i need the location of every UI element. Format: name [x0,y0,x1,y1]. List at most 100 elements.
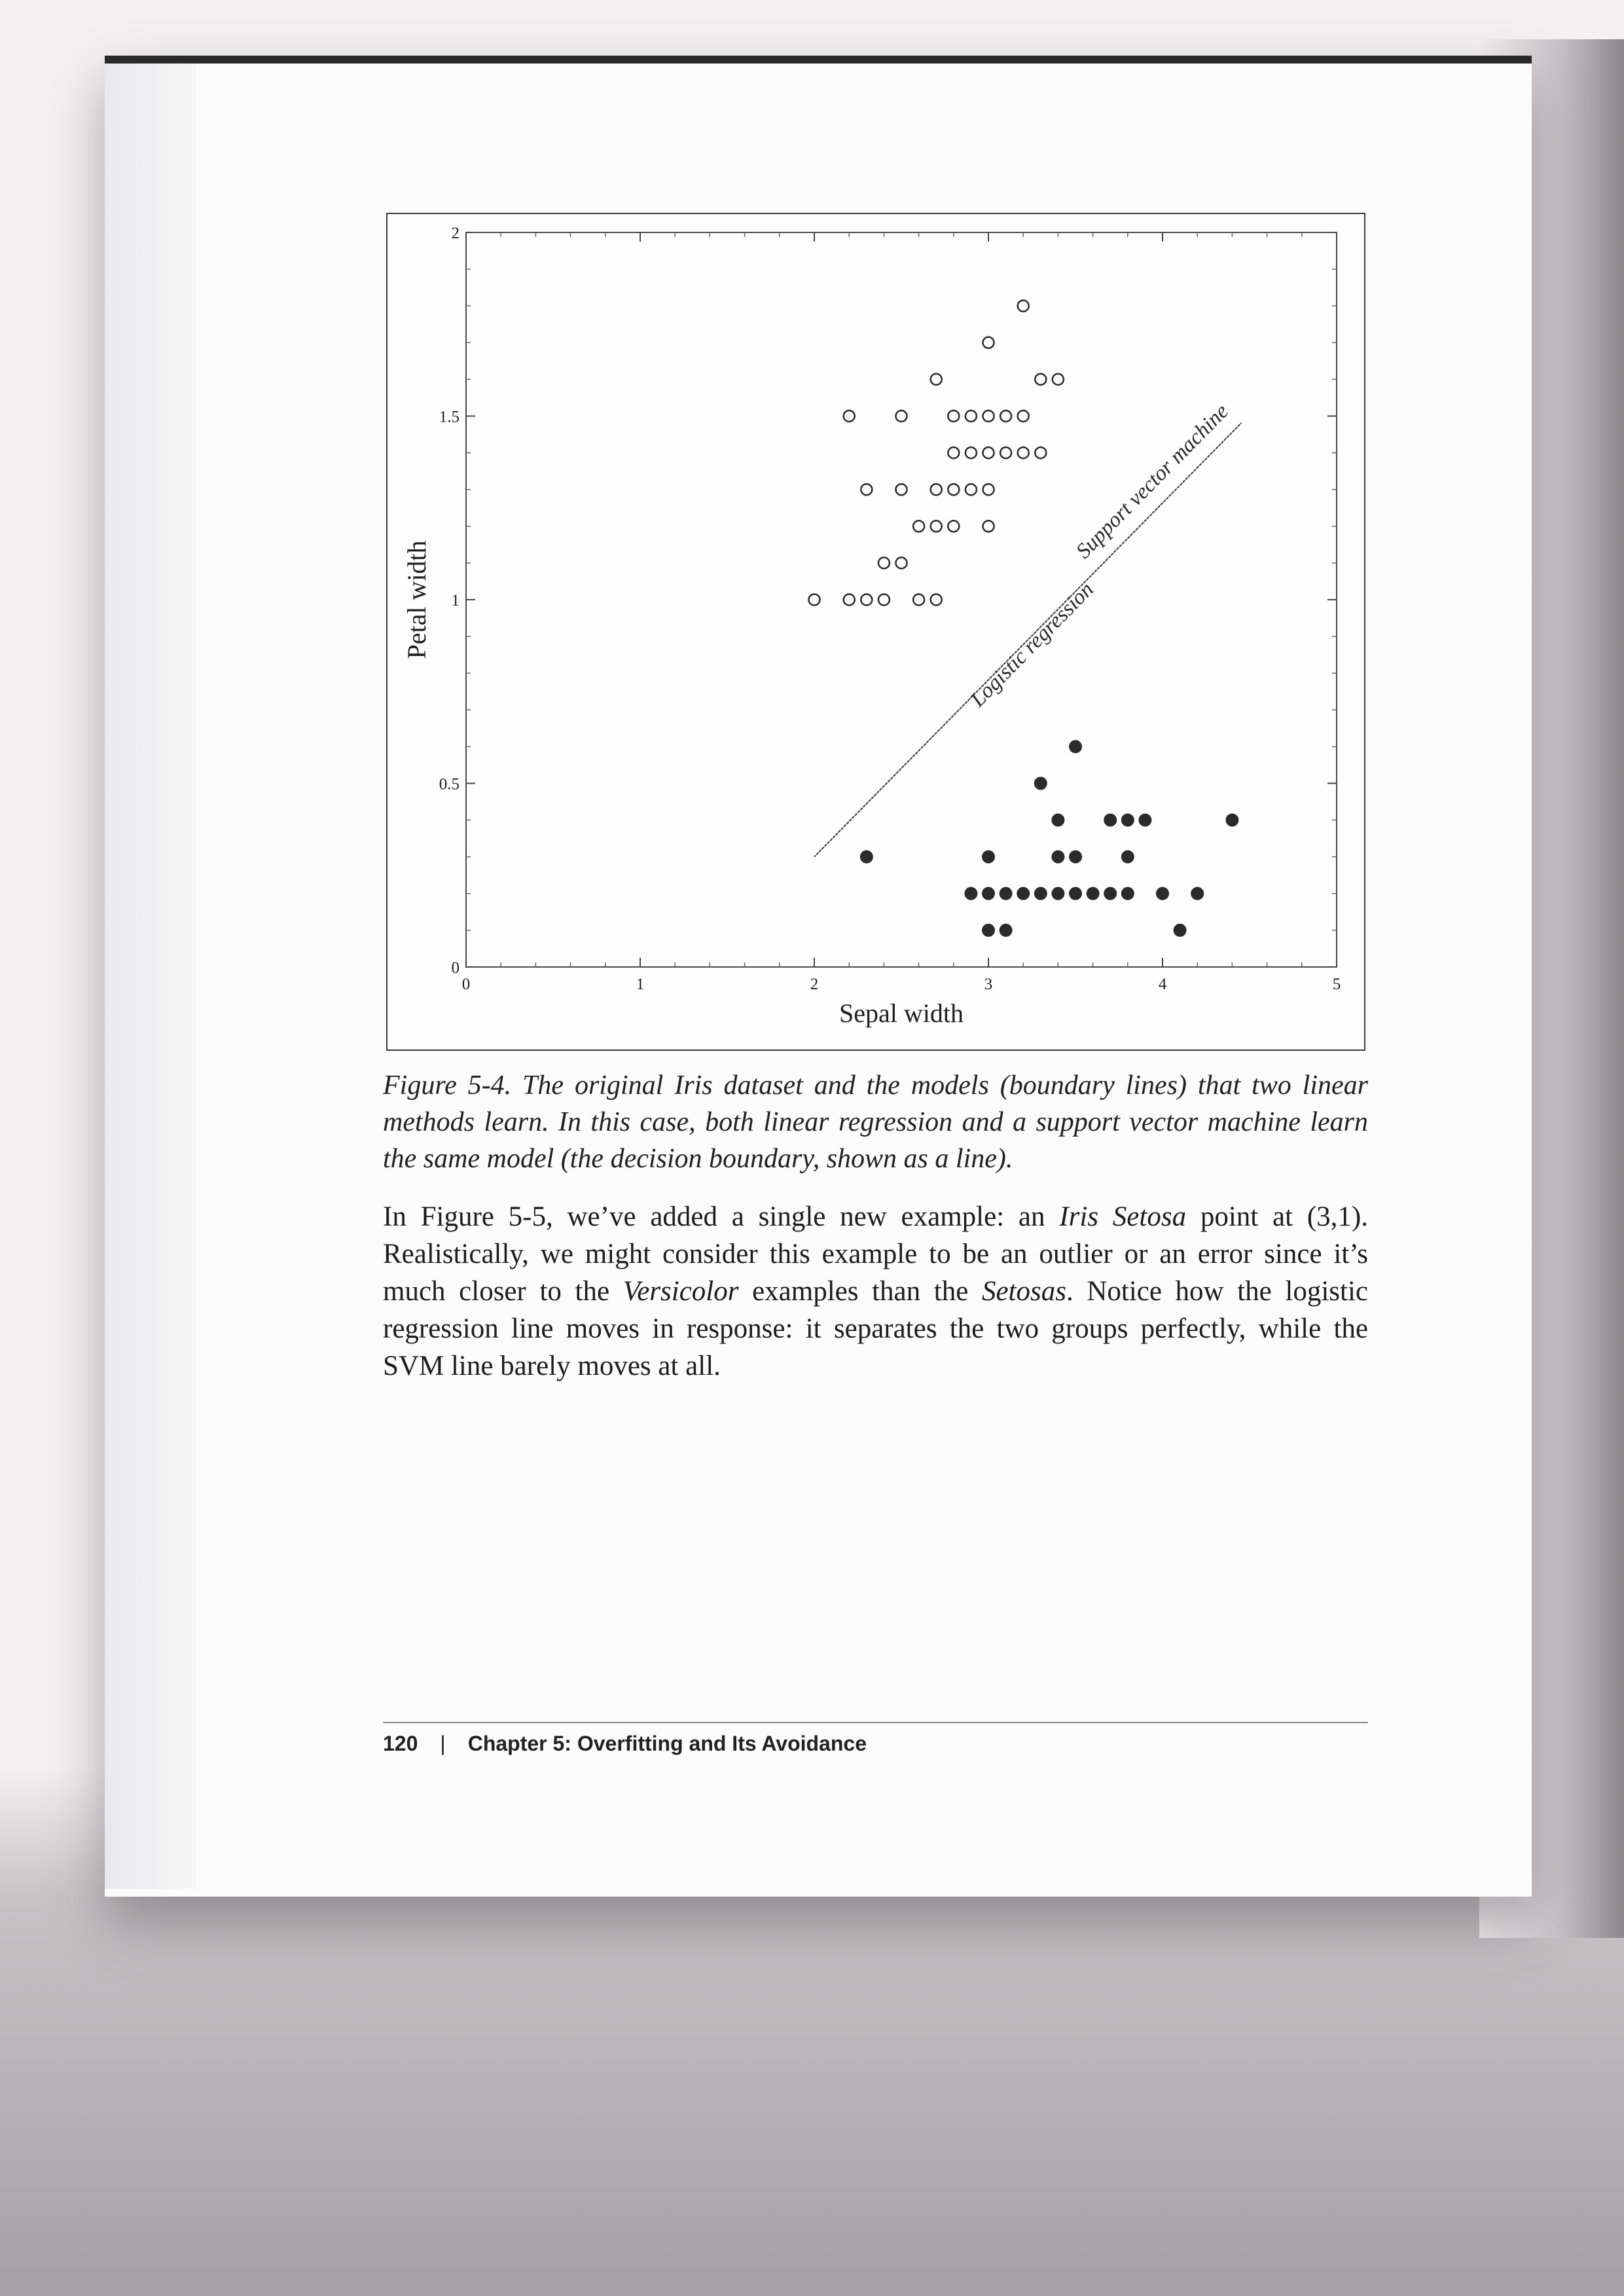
setosa-point [895,409,908,423]
setosa-point [929,373,943,386]
setosa-point [1034,446,1047,460]
scatter-chart: 0 1 2 3 4 5 0 0.5 1 1.5 2 Logistic regression Suppo… [402,225,1341,1028]
versicolor-point [1173,923,1187,937]
para-text: . Notice how the logistic regression lin… [383,1276,1369,1381]
versicolor-point [1017,886,1030,900]
para-text: examples than the [738,1276,982,1307]
versicolor-point [1034,776,1047,790]
versicolor-point [1121,813,1134,827]
species-name: Versicolor [623,1276,739,1307]
boundary-lines: Logistic regression Support vector machin… [814,399,1244,858]
x-axis-label: Sepal width [839,998,964,1028]
setosa-point [982,409,995,423]
versicolor-point [999,923,1013,937]
page-number: 120 [383,1732,418,1755]
setosa-point [964,483,978,496]
setosa-point [860,593,873,606]
chapter-title: Chapter 5: Overfitting and Its Avoidance [467,1732,867,1755]
versicolor-point [1191,886,1204,900]
plot-border [465,232,1337,968]
setosa-point [947,520,960,533]
y-tick-label: 0 [452,959,460,977]
para-text: In Figure 5-5, we’ve added a single new … [383,1201,1060,1232]
setosa-point [1017,299,1030,312]
setosa-point [982,520,995,533]
setosa-point [947,446,960,460]
x-tick-label: 1 [636,975,645,993]
versicolor-point [1156,886,1169,900]
body-paragraph: In Figure 5-5, we’ve added a single new … [383,1198,1368,1385]
versicolor-point [982,886,995,900]
setosa-point [947,483,960,496]
setosa-point [929,593,943,606]
y-tick-label: 2 [452,225,460,242]
versicolor-point [999,886,1013,900]
setosa-point [1017,446,1030,460]
versicolor-point [964,886,978,900]
setosa-point [842,593,856,606]
setosa-point [860,483,873,496]
versicolor-point [1051,850,1065,864]
versicolor-point [982,850,995,864]
x-tick-label: 4 [1159,975,1167,993]
setosa-point [877,593,891,606]
y-tick-label: 1.5 [439,409,460,426]
species-name: Setosas [981,1276,1066,1307]
versicolor-point [1138,813,1152,827]
setosa-point [808,593,821,606]
setosa-point [842,409,856,423]
setosa-point [877,556,891,570]
setosa-point [947,409,960,423]
setosa-point [982,336,995,350]
versicolor-point [1069,740,1082,754]
footer-separator: | [440,1732,446,1755]
setosa-point [999,446,1013,460]
setosa-point [982,483,995,496]
setosa-point [912,520,926,533]
versicolor-point [859,850,873,864]
setosa-point [929,520,943,533]
y-tick-label: 0.5 [439,776,460,793]
versicolor-point [1034,886,1047,900]
species-name: Iris Setosa [1059,1201,1187,1232]
versicolor-point [1051,813,1065,827]
logistic-regression-label: Logistic regression [965,577,1098,712]
setosa-point [1017,409,1030,423]
versicolor-point [1121,850,1134,864]
versicolor-point [982,923,995,937]
data-points [808,299,1239,937]
setosa-point [912,593,926,606]
setosa-point [964,446,978,460]
y-axis-label: Petal width [402,540,431,659]
setosa-point [999,409,1013,423]
svm-label: Support vector machine [1072,399,1233,563]
setosa-point [895,483,908,496]
plot-area [465,232,1337,968]
versicolor-point [1069,850,1082,864]
para-text: point at (3,1). Realistically, we might … [383,1201,1368,1307]
x-tick-label: 2 [810,975,819,993]
x-tick-label: 3 [984,975,993,993]
setosa-point [895,556,908,570]
versicolor-point [1086,886,1100,900]
figure-caption: Figure 5-4. The original Iris dataset an… [383,1070,1368,1174]
y-tick-label: 1 [452,592,460,610]
versicolor-point [1121,886,1134,900]
figure-frame: 0 1 2 3 4 5 0 0.5 1 1.5 2 Logistic regression Suppo… [386,213,1365,1051]
page-footer: 120 | Chapter 5: Overfitting and Its Avoid… [383,1732,867,1756]
setosa-point [1051,373,1065,386]
setosa-point [964,409,978,423]
versicolor-point [1051,886,1065,900]
setosa-point [1034,373,1047,386]
footer-rule [383,1722,1368,1723]
versicolor-point [1225,813,1239,827]
versicolor-point [1104,813,1117,827]
x-tick-label: 5 [1333,975,1341,993]
svm-line [816,421,1244,856]
versicolor-point [1069,886,1082,900]
axis-ticks: 0 1 2 3 4 5 0 0.5 1 1.5 2 [439,225,1341,993]
page-stack-edge [105,64,196,1889]
x-tick-label: 0 [462,975,471,993]
setosa-point [929,483,943,496]
versicolor-point [1104,886,1117,900]
